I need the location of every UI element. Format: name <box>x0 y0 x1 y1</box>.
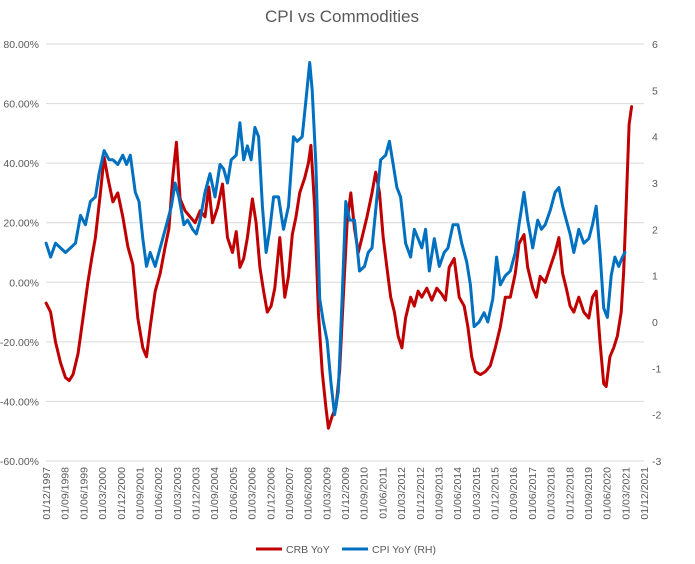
left-tick-label: -60.00% <box>0 456 39 468</box>
series-cpi-line <box>44 61 627 417</box>
series-lines <box>44 61 634 430</box>
x-tick-label: 01/12/2015 <box>490 467 502 520</box>
left-tick-label: -20.00% <box>0 337 39 349</box>
left-tick-label: 0.00% <box>9 277 39 289</box>
chart-title: CPI vs Commodities <box>265 7 419 26</box>
x-tick-label: 01/06/2011 <box>377 467 389 519</box>
x-tick-label: 01/09/2004 <box>209 467 221 520</box>
x-tick-label: 01/09/2001 <box>134 467 146 520</box>
left-tick-label: 20.00% <box>3 218 39 230</box>
x-tick-label: 01/12/2012 <box>415 467 427 520</box>
legend-label-cpi: CPI YoY (RH) <box>372 544 436 556</box>
x-tick-label: 01/12/2021 <box>639 467 651 520</box>
x-tick-label: 01/03/2000 <box>97 467 109 520</box>
x-tick-label: 01/09/2016 <box>508 467 520 520</box>
x-tick-label: 01/03/2018 <box>546 467 558 520</box>
right-tick-label: 0 <box>652 317 658 329</box>
x-tick-label: 01/12/2009 <box>340 467 352 520</box>
x-tick-label: 01/12/2006 <box>265 467 277 520</box>
x-tick-label: 01/06/2020 <box>602 467 614 520</box>
right-tick-label: 3 <box>652 178 658 190</box>
x-tick-label: 01/03/2021 <box>620 467 632 520</box>
legend: CRB YoY CPI YoY (RH) <box>256 544 436 556</box>
right-axis-ticks: 6 5 4 3 2 1 0 -1 -2 -3 <box>652 39 661 468</box>
x-tick-label: 01/12/2003 <box>191 467 203 520</box>
right-tick-label: 1 <box>652 271 658 283</box>
right-tick-label: 2 <box>652 224 658 236</box>
x-tick-label: 01/03/2003 <box>172 467 184 520</box>
x-tick-label: 01/12/2018 <box>564 467 576 520</box>
left-tick-label: -40.00% <box>0 396 39 408</box>
right-tick-label: 6 <box>652 39 658 51</box>
left-tick-label: 80.00% <box>3 39 39 51</box>
x-tick-label: 01/09/2013 <box>433 467 445 520</box>
x-tick-label: 01/03/2015 <box>471 467 483 520</box>
left-axis-ticks: 80.00% 60.00% 40.00% 20.00% 0.00% -20.00% -40.… <box>0 39 39 468</box>
x-tick-label: 01/06/2005 <box>228 467 240 520</box>
x-tick-label: 01/12/2000 <box>116 467 128 520</box>
x-tick-label: 01/03/2006 <box>247 467 259 520</box>
right-tick-label: -1 <box>652 363 661 375</box>
x-tick-label: 01/09/2010 <box>359 467 371 520</box>
x-tick-label: 01/06/2008 <box>303 467 315 520</box>
x-tick-label: 01/06/2002 <box>153 467 165 520</box>
x-tick-label: 01/09/2007 <box>284 467 296 520</box>
x-axis-ticks: 01/12/1997 01/09/1998 01/06/1999 01/03/2000… <box>41 467 651 520</box>
right-tick-label: -3 <box>652 456 661 468</box>
right-tick-label: -2 <box>652 410 661 422</box>
x-tick-label: 01/06/2017 <box>527 467 539 520</box>
x-tick-label: 01/06/1999 <box>78 467 90 520</box>
x-tick-label: 01/03/2012 <box>396 467 408 520</box>
x-tick-label: 01/09/2019 <box>583 467 595 520</box>
right-tick-label: 4 <box>652 132 658 144</box>
x-tick-label: 01/03/2009 <box>321 467 333 520</box>
legend-label-crb: CRB YoY <box>286 544 330 556</box>
x-tick-label: 01/09/1998 <box>60 467 72 520</box>
x-tick-label: 01/12/1997 <box>41 467 53 520</box>
right-tick-label: 5 <box>652 85 658 97</box>
left-tick-label: 40.00% <box>3 158 39 170</box>
x-tick-label: 01/06/2014 <box>452 467 464 520</box>
left-tick-label: 60.00% <box>3 99 39 111</box>
